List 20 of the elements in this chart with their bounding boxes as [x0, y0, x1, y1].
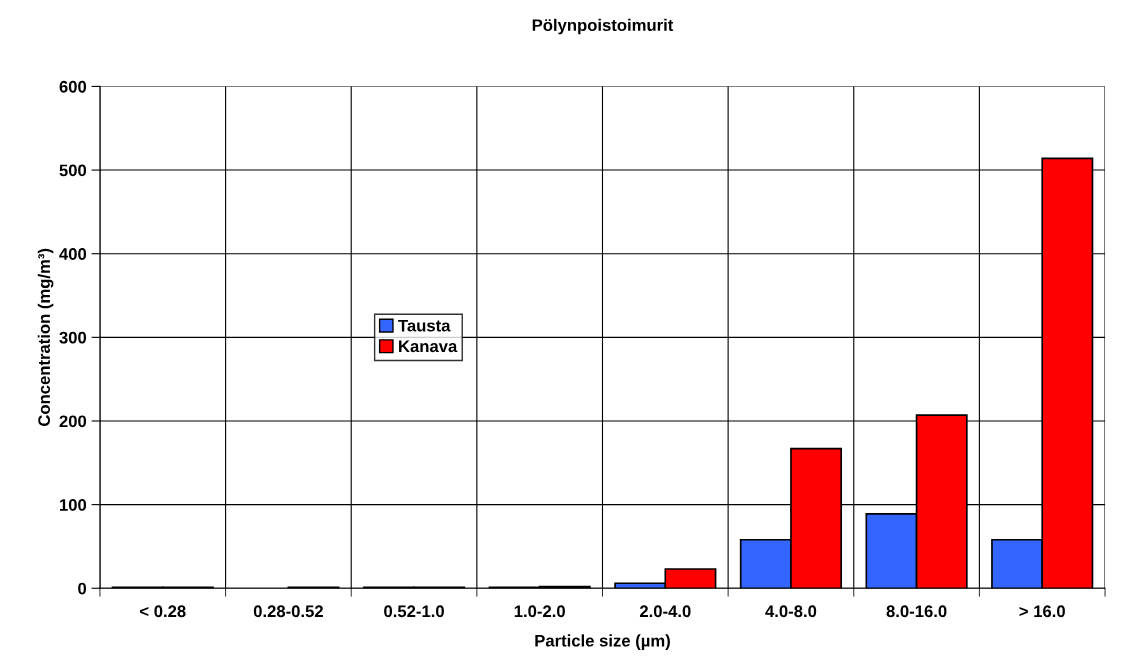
y-axis-title: Concentration (mg/m³)	[37, 248, 54, 426]
y-tick-label: 500	[59, 164, 87, 177]
x-tick-label: 8.0-16.0	[886, 605, 947, 618]
legend-label: Kanava	[399, 340, 458, 353]
x-tick-label: 0.52-1.0	[384, 605, 444, 618]
x-tick-label: < 0.28	[140, 605, 186, 618]
x-tick-label: 4.0-8.0	[765, 605, 817, 618]
y-tick-label: 600	[59, 80, 87, 93]
x-tick-label: 1.0-2.0	[514, 605, 565, 618]
legend-label: Tausta	[398, 319, 451, 332]
x-tick-label: > 16.0	[1019, 605, 1065, 618]
x-tick-label: 0.28-0.52	[253, 605, 323, 618]
y-tick-label: 0	[78, 582, 87, 595]
y-tick-label: 300	[59, 331, 87, 344]
y-tick-label: 400	[59, 248, 87, 260]
x-axis-title: Particle size (µm)	[535, 634, 670, 650]
chart-title: Pölynpoistoimurit	[532, 18, 674, 35]
y-tick-label: 100	[60, 499, 87, 511]
x-tick-label: 2.0-4.0	[639, 605, 691, 618]
y-tick-label: 200	[59, 415, 87, 428]
